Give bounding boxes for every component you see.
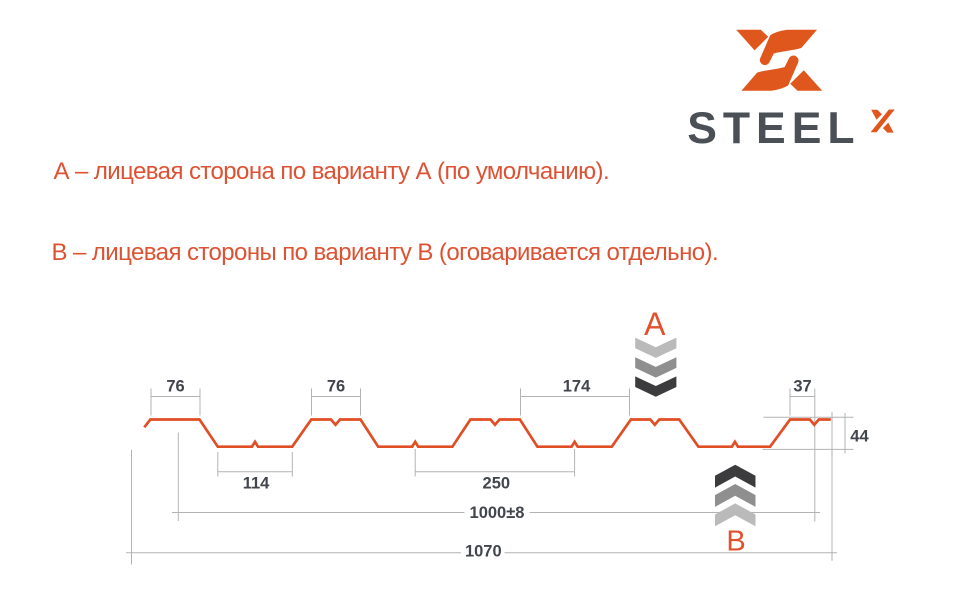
svg-text:76: 76	[166, 377, 184, 395]
svg-text:250: 250	[483, 475, 511, 493]
svg-text:A: A	[644, 306, 666, 342]
svg-text:114: 114	[243, 475, 270, 493]
svg-text:1070: 1070	[465, 543, 502, 561]
svg-text:174: 174	[563, 377, 591, 395]
svg-text:76: 76	[327, 377, 345, 395]
svg-text:B: B	[726, 526, 745, 558]
svg-text:1000±8: 1000±8	[470, 504, 525, 522]
svg-text:44: 44	[850, 428, 869, 446]
svg-text:37: 37	[793, 377, 811, 395]
